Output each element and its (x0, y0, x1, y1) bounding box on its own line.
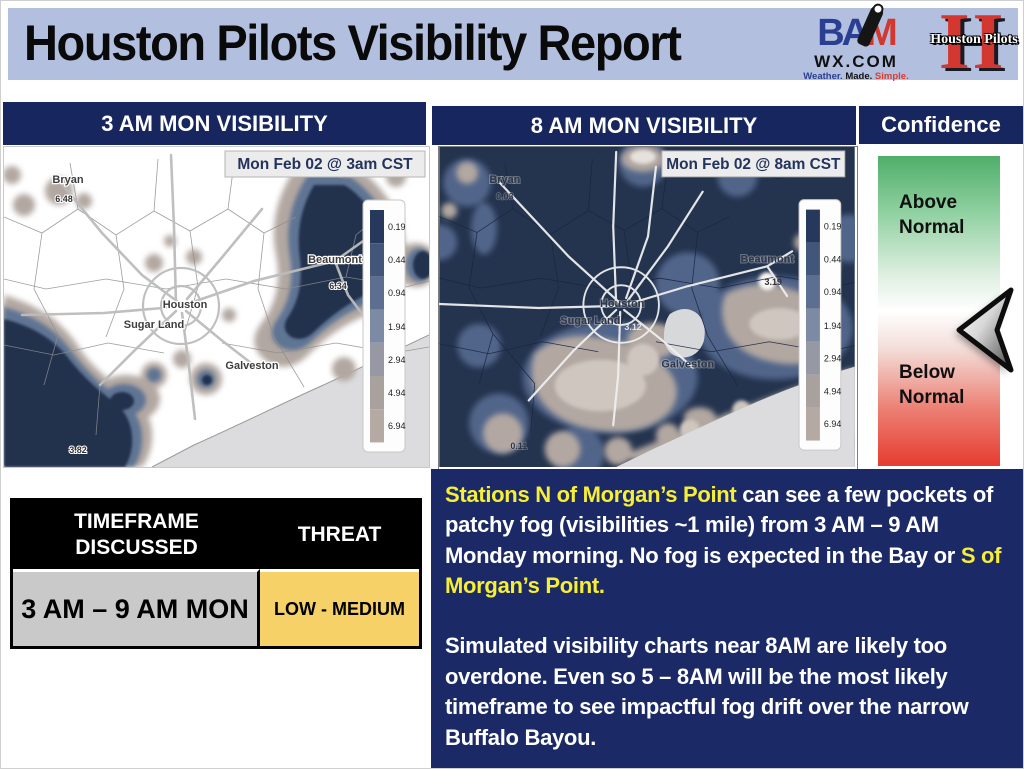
highways (20, 153, 368, 421)
bam-wordmark: BAM (817, 4, 898, 54)
timestamp-box (661, 150, 846, 178)
legend-tick: 2.94 (388, 355, 406, 365)
station-values: 0.03 3.19 3.12 0.11 (495, 191, 782, 452)
table-header-timeframe: TIMEFRAME DISCUSSED (13, 501, 260, 569)
city-label-sugar-land: Sugar Land (560, 315, 620, 327)
city-labels: Bryan Houston Sugar Land Galveston Beaum… (51, 173, 363, 374)
confidence-above-label: Above Normal (899, 192, 965, 238)
confidence-below-label: Below Normal (899, 362, 965, 408)
confidence-title: Confidence (859, 106, 1023, 144)
map-8am-svg: Bryan Houston Sugar Land Galveston Beaum… (439, 147, 855, 467)
legend-tick: 6.94 (824, 419, 841, 429)
timestamp-8am: Mon Feb 02 @ 8am CST (661, 150, 846, 178)
city-label-galveston: Galveston (225, 360, 278, 372)
table-cell-timeframe: 3 AM – 9 AM MON (13, 569, 260, 646)
station-value-sugar-land: 3.12 (624, 322, 641, 332)
timestamp-text: Mon Feb 02 @ 3am CST (237, 156, 413, 173)
bam-domain: WX.COM (814, 52, 898, 71)
discussion-body-text: can see a few pockets of patchy fog (vis… (445, 482, 994, 568)
city-labels: Bryan Houston Sugar Land Galveston Beaum… (488, 173, 795, 372)
city-label-houston: Houston (600, 298, 644, 310)
highlight-south-morgans-point: S of Morgan’s Point. (445, 542, 1002, 599)
map-3am-svg: Bryan Houston Sugar Land Galveston Beaum… (4, 147, 429, 467)
legend-tick: 4.94 (388, 388, 406, 398)
city-label-sugar-land: Sugar Land (124, 319, 185, 331)
page-title: Houston Pilots Visibility Report (24, 15, 682, 71)
highways (439, 150, 794, 427)
city-label-bryan: Bryan (489, 174, 520, 186)
station-values: 6.48 6.34 3.82 (54, 193, 348, 456)
fog-clearing-cores (554, 149, 809, 440)
station-value-beaumont: 6.34 (329, 281, 347, 291)
visibility-legend: 0.19 0.44 0.94 1.94 2.94 4.94 6.94 (798, 199, 841, 451)
tagline-made: Made. (845, 71, 873, 82)
pilots-logo-label: Houston Pilots (930, 32, 1018, 47)
discussion-paragraph-1: Stations N of Morgan’s Point can see a f… (445, 480, 1017, 601)
panel-title-3am: 3 AM MON VISIBILITY (3, 102, 426, 145)
visibility-map-3am: Bryan Houston Sugar Land Galveston Beaum… (3, 146, 430, 468)
timestamp-text: Mon Feb 02 @ 8am CST (666, 156, 841, 173)
legend-tick: 0.94 (388, 288, 406, 298)
legend-tick: 0.94 (824, 287, 841, 297)
station-value-beaumont: 3.19 (765, 277, 782, 287)
galveston-bay (663, 308, 705, 358)
timestamp-3am: Mon Feb 02 @ 3am CST (224, 150, 426, 178)
tagline-weather: Weather. (803, 71, 843, 82)
legend-tick: 1.94 (388, 322, 406, 332)
discussion-paragraph-2: Simulated visibility charts near 8AM are… (445, 633, 969, 750)
pilots-monogram: H (940, 0, 1003, 86)
legend-color-strip (806, 209, 820, 441)
legend-tick: 0.19 (824, 221, 841, 231)
houston-pilots-logo: H Houston Pilots (918, 2, 1023, 88)
bam-tagline: Weather. Made. Simple. (796, 72, 916, 82)
visibility-map-8am: Bryan Houston Sugar Land Galveston Beaum… (438, 146, 858, 470)
legend-tick: 6.94 (388, 421, 406, 431)
timestamp-box (224, 150, 426, 178)
legend-tick: 2.94 (824, 354, 841, 364)
gulf-water (152, 335, 429, 467)
legend-ticks: 0.19 0.44 0.94 1.94 2.94 4.94 6.94 (388, 222, 406, 431)
gulf-water (616, 366, 855, 467)
forecast-discussion: Stations N of Morgan’s Point can see a f… (431, 469, 1023, 768)
city-label-galveston: Galveston (661, 359, 714, 371)
table-header-threat: THREAT (260, 501, 419, 569)
tagline-simple: Simple. (874, 71, 909, 82)
legend-tick: 0.44 (824, 254, 841, 264)
legend-ticks: 0.19 0.44 0.94 1.94 2.94 4.94 6.94 (824, 221, 841, 429)
header-banner: Houston Pilots Visibility Report BAM WX.… (8, 2, 1018, 82)
confidence-arrow-icon (955, 287, 1014, 374)
city-label-bryan: Bryan (52, 174, 83, 186)
station-value-southwest: 0.11 (510, 441, 527, 451)
bamwx-logo: BAM WX.COM Weather. Made. Simple. (796, 4, 916, 82)
city-label-houston: Houston (163, 299, 208, 311)
county-lines (4, 158, 429, 436)
panel-title-8am: 8 AM MON VISIBILITY (432, 106, 856, 145)
station-value-southwest: 3.82 (69, 445, 87, 455)
bam-letter-b: B (817, 12, 845, 54)
station-value-bryan: 6.48 (55, 194, 73, 204)
station-value-bryan: 0.03 (496, 192, 513, 202)
legend-tick: 4.94 (824, 386, 841, 396)
visibility-legend: 0.19 0.44 0.94 1.94 2.94 4.94 6.94 (362, 199, 406, 453)
legend-color-strip (370, 210, 384, 443)
table-cell-threat-level: LOW - MEDIUM (260, 569, 419, 646)
legend-tick: 0.19 (388, 222, 406, 232)
city-label-beaumont: Beaumont (308, 254, 362, 266)
city-label-beaumont: Beaumont (741, 253, 795, 265)
highlight-north-morgans-point: Stations N of Morgan’s Point (445, 482, 743, 507)
legend-tick: 1.94 (824, 321, 841, 331)
threat-table: TIMEFRAME DISCUSSED THREAT 3 AM – 9 AM M… (10, 498, 422, 649)
legend-tick: 0.44 (388, 255, 406, 265)
